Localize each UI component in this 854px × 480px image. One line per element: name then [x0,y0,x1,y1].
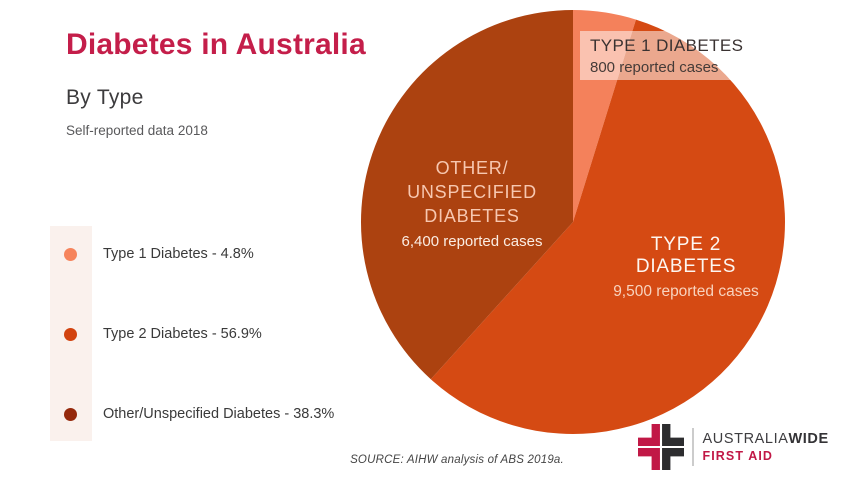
logo-words: AUSTRALIAWIDE FIRST AID [703,432,829,462]
callout-other: OTHER/ UNSPECIFIED DIABETES 6,400 report… [384,156,560,250]
cross-piece-br [662,448,684,470]
callout-other-line3: DIABETES [424,206,520,226]
legend-dot-3 [64,407,77,421]
callout-other-line2: UNSPECIFIED [407,182,537,202]
callout-type1-cases: 800 reported cases [590,59,719,76]
callout-type1: TYPE 1 DIABETES 800 reported cases [580,31,746,80]
legend-item-2: Type 2 Diabetes - 56.9% [64,320,334,348]
logo-brand-name: AUSTRALIAWIDE [703,432,829,447]
cross-piece-tl [638,424,660,446]
pie-slice-2 [430,19,785,435]
cross-piece-tr [662,424,684,446]
logo-name-regular: AUSTRALIA [702,431,789,447]
callout-type1-title: TYPE 1 DIABETES [590,36,744,55]
cross-piece-bl [638,448,660,470]
pie-chart [360,10,785,435]
callout-other-line1: OTHER/ [435,158,509,178]
callout-type2-cases: 9,500 reported cases [613,283,759,300]
logo-name-bold: WIDE [788,431,829,447]
callout-other-title: OTHER/ UNSPECIFIED DIABETES [384,156,560,228]
callout-other-cases: 6,400 reported cases [401,233,543,250]
legend-item-1: Type 1 Diabetes - 4.8% [64,240,334,268]
pie-slice-3 [360,10,573,380]
data-note: Self-reported data 2018 [66,123,208,138]
legend-label-1: Type 1 Diabetes - 4.8% [103,246,254,262]
first-aid-cross-icon [638,424,684,470]
callout-type2: TYPE 2 DIABETES 9,500 reported cases [598,234,774,301]
legend-dot-2 [64,327,77,341]
logo-tagline: FIRST AID [702,448,774,463]
legend-label-2: Type 2 Diabetes - 56.9% [103,326,262,342]
legend-dot-1 [64,247,77,261]
callout-type2-title: TYPE 2 DIABETES [635,234,737,277]
brand-logo: AUSTRALIAWIDE FIRST AID [638,424,829,470]
legend-label-3: Other/Unspecified Diabetes - 38.3% [103,406,335,422]
logo-divider [692,428,694,466]
source-citation: SOURCE: AIHW analysis of ABS 2019a. [350,454,564,466]
legend-list: Type 1 Diabetes - 4.8% Type 2 Diabetes - … [64,240,334,480]
page-subtitle: By Type [66,86,144,109]
legend-item-3: Other/Unspecified Diabetes - 38.3% [64,400,334,428]
page-title: Diabetes in Australia [66,28,366,61]
